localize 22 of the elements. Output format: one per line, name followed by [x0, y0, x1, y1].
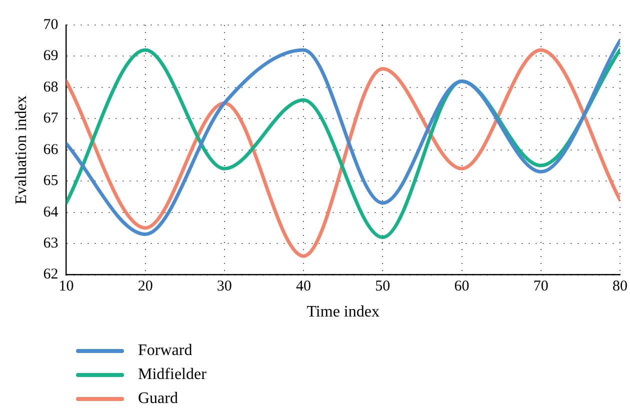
x-tick-label: 60 [454, 278, 470, 295]
y-tick-label: 64 [43, 204, 59, 220]
y-tick-label: 67 [43, 110, 59, 127]
x-tick-label: 80 [612, 278, 628, 295]
y-axis-title: Evaluation index [12, 95, 30, 204]
x-axis-title: Time index [306, 304, 380, 321]
y-tick-label: 62 [43, 266, 58, 283]
y-tick-label: 65 [43, 173, 58, 190]
legend-label: Midfielder [138, 366, 206, 384]
x-tick-label: 10 [58, 278, 74, 295]
x-tick-label: 50 [375, 278, 390, 295]
x-tick-label: 70 [533, 278, 548, 295]
legend-label: Forward [138, 342, 192, 360]
x-tick-label: 20 [138, 278, 153, 295]
y-tick-label: 69 [43, 48, 58, 64]
y-tick-label: 68 [43, 79, 58, 96]
y-tick-label: 70 [43, 16, 58, 33]
y-tick-label: 66 [43, 142, 59, 158]
y-tick-label: 63 [43, 236, 58, 252]
x-tick-label: 40 [296, 278, 312, 295]
legend-label: Guard [138, 390, 178, 408]
x-tick-label: 30 [216, 278, 232, 295]
